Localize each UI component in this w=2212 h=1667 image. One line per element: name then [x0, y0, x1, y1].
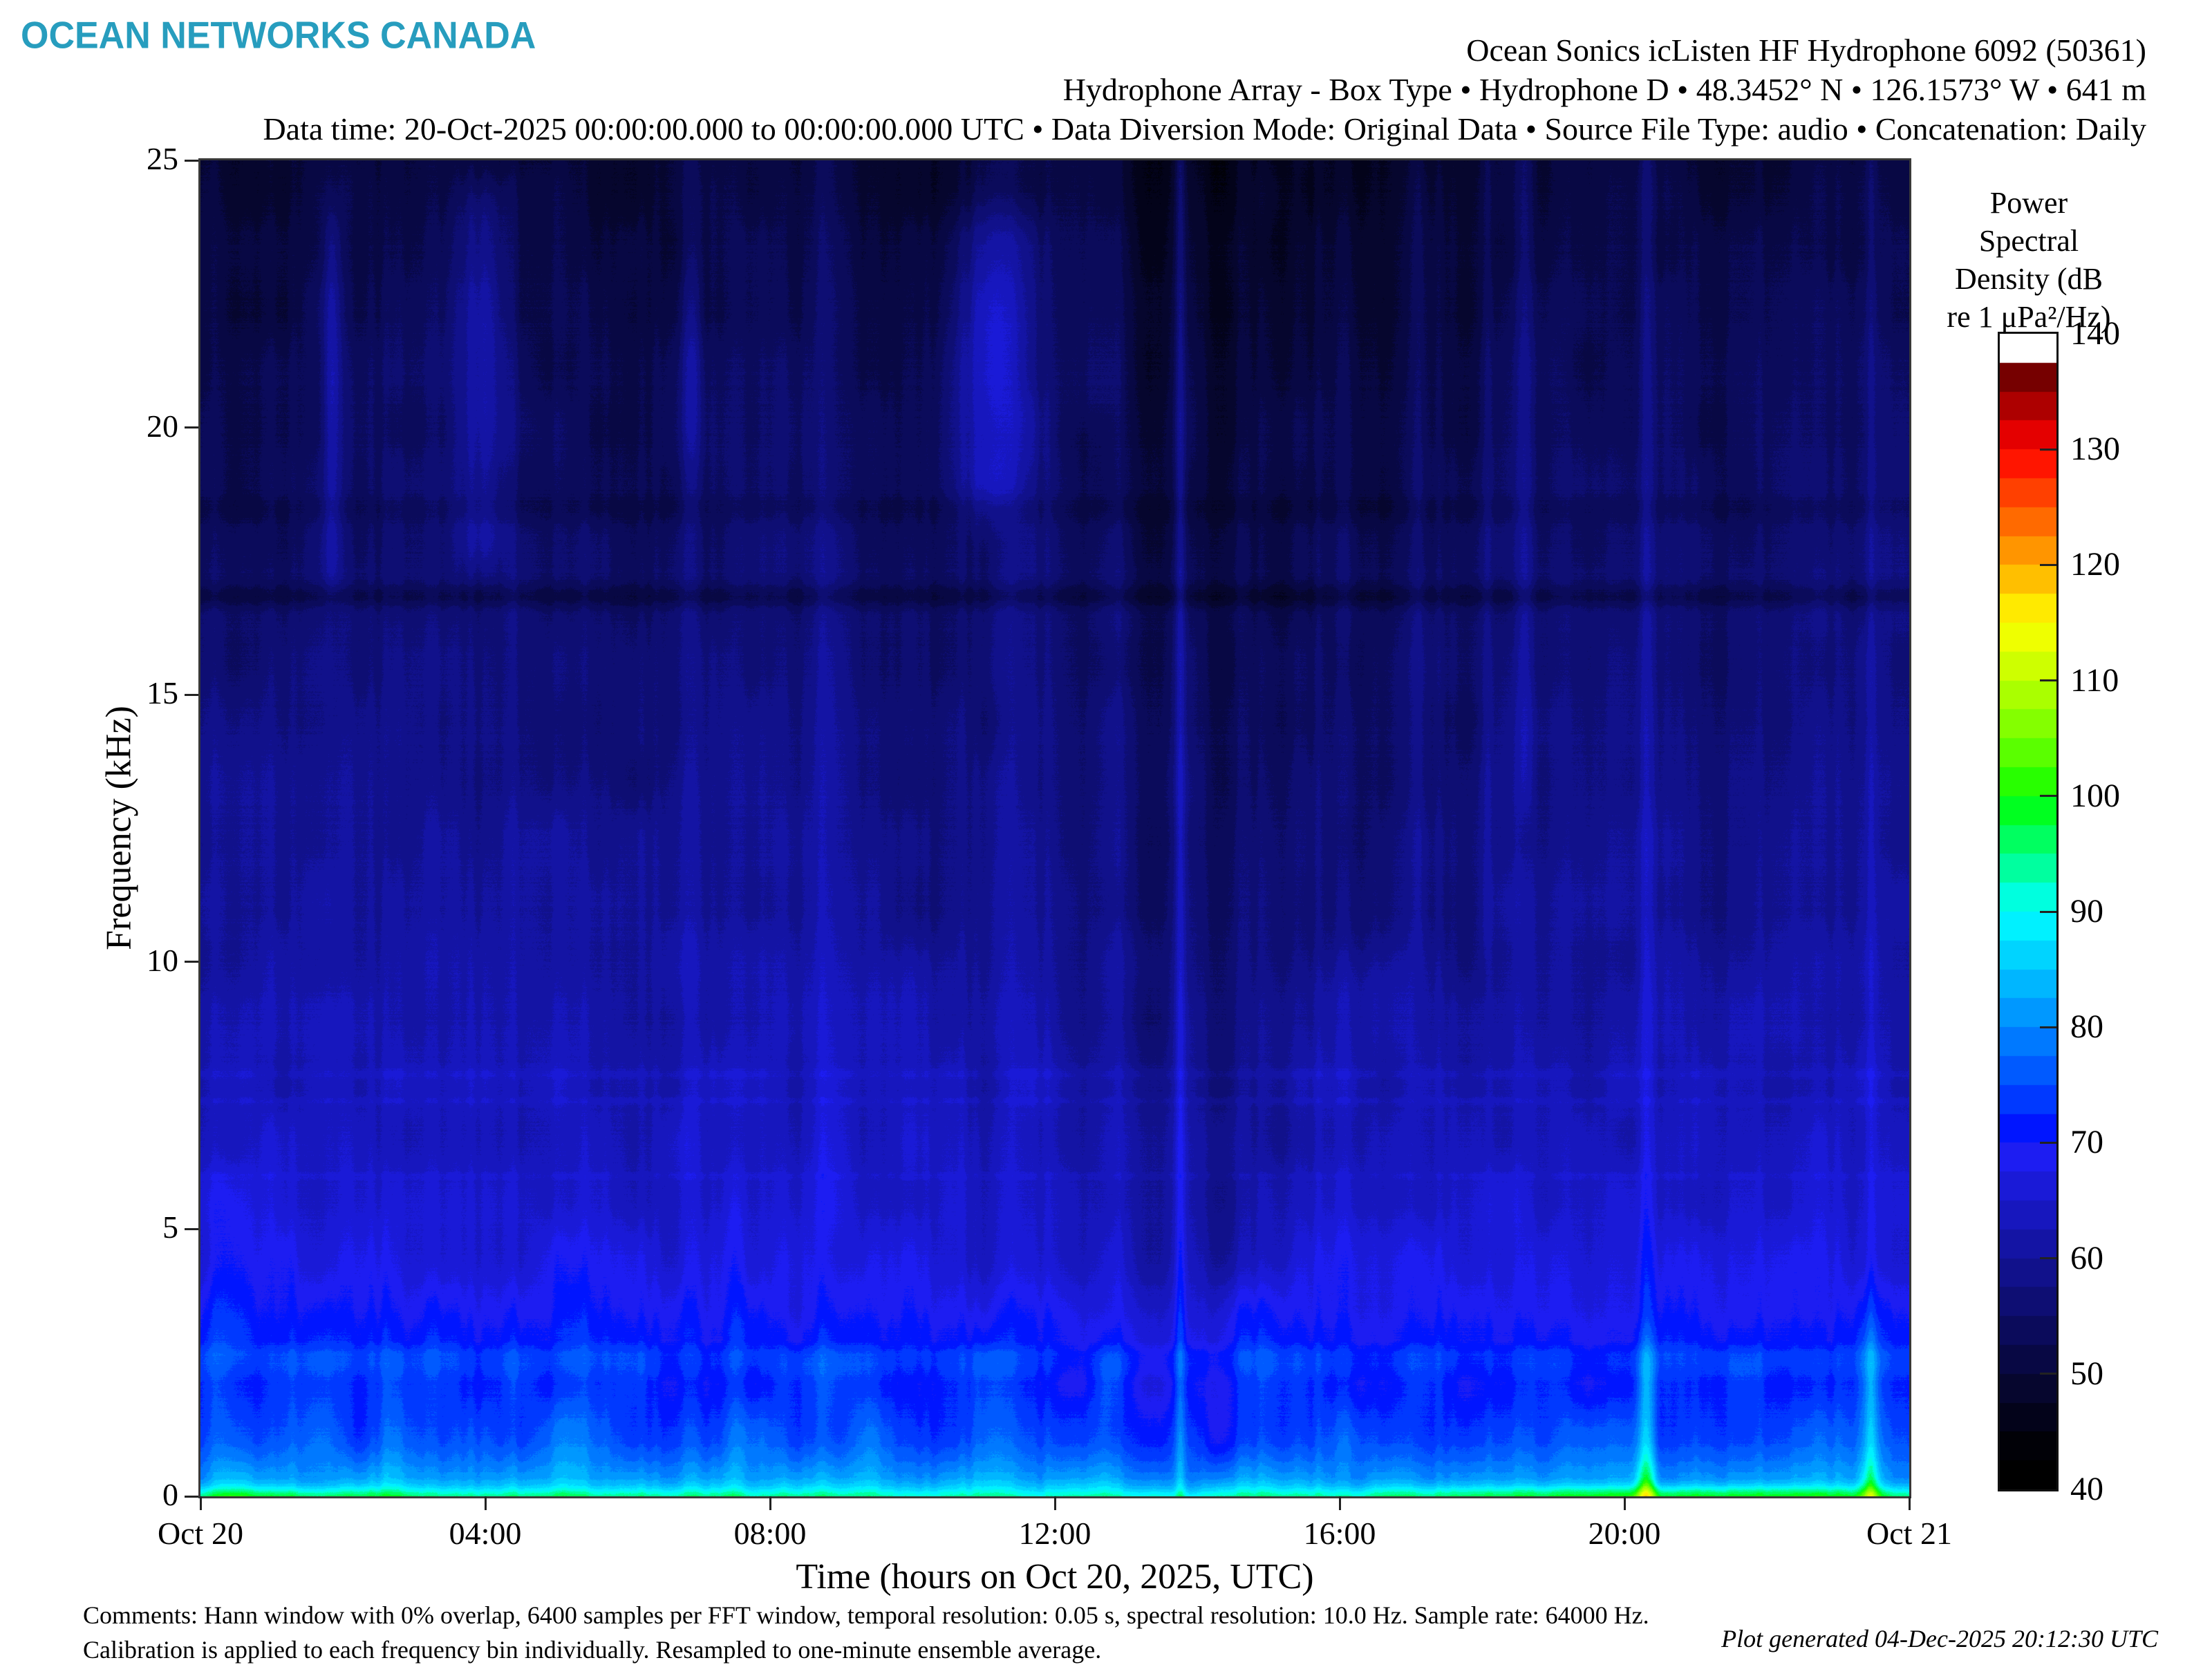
colorbar-tick-label: 100 — [2070, 777, 2120, 814]
colorbar-tick-label: 50 — [2070, 1355, 2103, 1392]
title-line-2: Hydrophone Array - Box Type • Hydrophone… — [1062, 72, 2146, 107]
x-tick-label: 20:00 — [1588, 1516, 1661, 1551]
x-tick-label: Oct 21 — [1866, 1516, 1952, 1551]
y-tick-label: 5 — [162, 1209, 178, 1245]
x-tick-mark — [1623, 1496, 1626, 1510]
plot-titles: Ocean Sonics icListen HF Hydrophone 6092… — [263, 30, 2146, 149]
y-tick-label: 0 — [162, 1477, 178, 1512]
x-tick-mark — [1338, 1496, 1341, 1510]
colorbar-tick-label: 130 — [2070, 431, 2120, 468]
y-tick-label: 25 — [147, 141, 178, 176]
spectrogram-canvas — [200, 160, 1909, 1496]
comments-line-1: Comments: Hann window with 0% overlap, 6… — [83, 1601, 1649, 1629]
colorbar-tick-mark — [2040, 563, 2056, 566]
y-tick-mark — [185, 961, 198, 963]
colorbar-tick-label: 90 — [2070, 893, 2103, 930]
colorbar-tick-label: 120 — [2070, 546, 2120, 583]
colorbar-tick-mark — [2040, 795, 2056, 798]
colorbar-tick-mark — [2040, 1141, 2056, 1144]
colorbar-title-line-3: Density (dB — [1955, 262, 2103, 296]
y-axis-label: Frequency (kHz) — [99, 706, 139, 950]
title-line-1: Ocean Sonics icListen HF Hydrophone 6092… — [1466, 32, 2146, 68]
colorbar-tick-label: 60 — [2070, 1239, 2103, 1277]
onc-logo: OCEAN NETWORKS CANADA — [21, 15, 536, 57]
colorbar-title: Power Spectral Density (dB re 1 μPa²/Hz) — [1915, 184, 2143, 336]
x-axis-label: Time (hours on Oct 20, 2025, UTC) — [796, 1557, 1314, 1597]
colorbar-tick-mark — [2040, 448, 2056, 451]
colorbar-tick-label: 80 — [2070, 1008, 2103, 1046]
colorbar-tick-label: 110 — [2070, 661, 2119, 699]
colorbar-title-line-2: Spectral — [1978, 224, 2079, 258]
colorbar-tick-label: 70 — [2070, 1124, 2103, 1161]
y-tick-mark — [185, 159, 198, 162]
y-tick-label: 20 — [147, 408, 178, 444]
x-tick-mark — [199, 1496, 202, 1510]
x-tick-label: 16:00 — [1303, 1516, 1376, 1551]
plot-generated-timestamp: Plot generated 04-Dec-2025 20:12:30 UTC — [1721, 1625, 2158, 1652]
colorbar-tick-mark — [2040, 1026, 2056, 1028]
x-tick-label: 12:00 — [1018, 1516, 1091, 1551]
colorbar-tick-mark — [2040, 910, 2056, 913]
y-tick-mark — [185, 693, 198, 696]
x-tick-mark — [1053, 1496, 1056, 1510]
comments-line-2: Calibration is applied to each frequency… — [83, 1636, 1102, 1664]
x-tick-mark — [1908, 1496, 1911, 1510]
y-tick-label: 10 — [147, 942, 178, 978]
y-tick-label: 15 — [147, 675, 178, 711]
x-tick-label: Oct 20 — [158, 1516, 243, 1551]
title-line-3: Data time: 20-Oct-2025 00:00:00.000 to 0… — [263, 111, 2146, 147]
y-tick-mark — [185, 1495, 198, 1498]
x-tick-label: 08:00 — [733, 1516, 807, 1551]
comments: Comments: Hann window with 0% overlap, 6… — [83, 1598, 1649, 1667]
x-tick-mark — [484, 1496, 487, 1510]
x-tick-mark — [769, 1496, 771, 1510]
colorbar-tick-mark — [2040, 679, 2056, 682]
x-tick-label: 04:00 — [449, 1516, 522, 1551]
colorbar-tick-mark — [2040, 1373, 2056, 1375]
colorbar-tick-mark — [2040, 1257, 2056, 1260]
plot-frame — [198, 158, 1911, 1498]
colorbar-title-line-1: Power — [1989, 186, 2068, 220]
y-tick-mark — [185, 1227, 198, 1230]
colorbar-tick-label: 140 — [2070, 315, 2120, 352]
colorbar-title-line-4: re 1 μPa²/Hz) — [1947, 300, 2111, 334]
colorbar-tick-label: 40 — [2070, 1471, 2103, 1507]
y-tick-mark — [185, 426, 198, 429]
